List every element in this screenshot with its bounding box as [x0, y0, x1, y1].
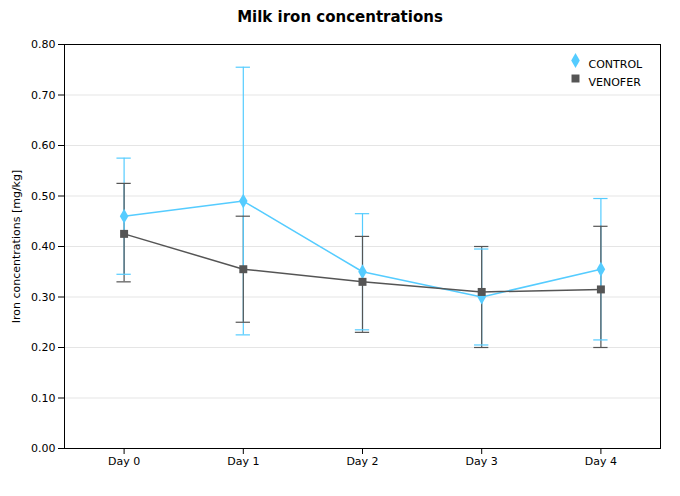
html-text:Milk iron concentrations: Milk iron concentrations	[237, 8, 443, 26]
svg-text:CONTROL: CONTROL	[589, 58, 644, 71]
svg-text:Day 3: Day 3	[466, 455, 498, 468]
svg-text:0.30: 0.30	[31, 291, 56, 304]
svg-text:0.20: 0.20	[31, 341, 56, 354]
svg-text:Day 4: Day 4	[585, 455, 617, 468]
svg-text:0.70: 0.70	[31, 89, 56, 102]
svg-text:0.60: 0.60	[31, 139, 56, 152]
svg-text:0.10: 0.10	[31, 392, 56, 405]
svg-text:0.80: 0.80	[31, 38, 56, 51]
svg-text:Day 0: Day 0	[108, 455, 140, 468]
svg-text:0.40: 0.40	[31, 240, 56, 253]
svg-text:Day 2: Day 2	[346, 455, 378, 468]
svg-text:VENOFER: VENOFER	[589, 76, 642, 89]
svg-text:0.00: 0.00	[31, 442, 56, 455]
svg-text:Day 1: Day 1	[227, 455, 259, 468]
svg-text:0.50: 0.50	[31, 190, 56, 203]
svg-text:Iron concentrations [mg/kg]: Iron concentrations [mg/kg]	[10, 170, 23, 323]
